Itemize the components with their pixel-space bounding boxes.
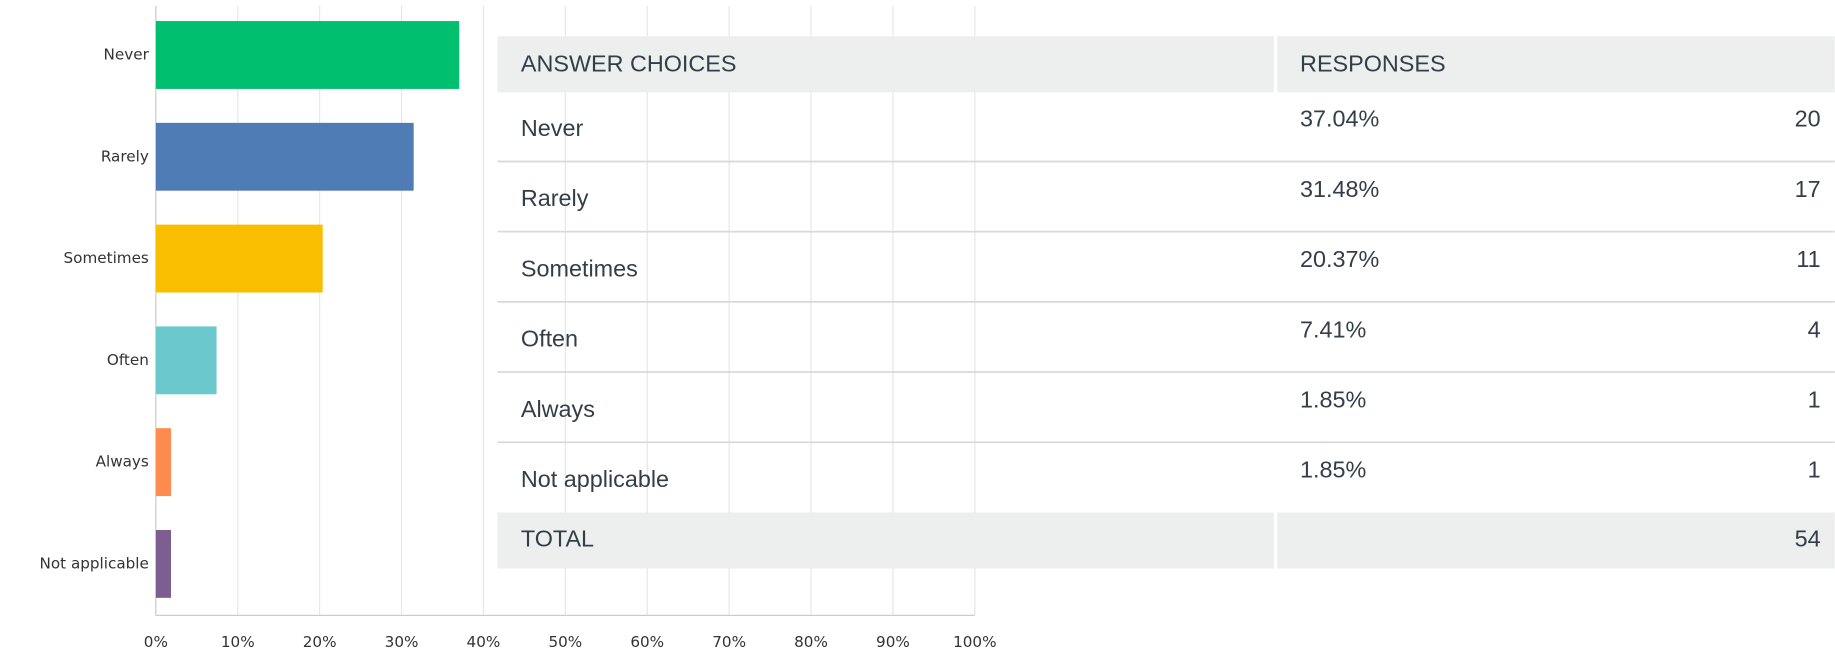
x-tick-label: 50% <box>548 633 582 651</box>
header-cell: ANSWER CHOICES <box>521 51 737 77</box>
total-label: TOTAL <box>521 526 594 552</box>
x-tick-label: 40% <box>467 633 501 651</box>
total-value: 54 <box>1795 526 1821 552</box>
choice-cell: Never <box>521 115 584 141</box>
percent-cell: 31.48% <box>1300 176 1379 202</box>
percent-cell: 20.37% <box>1300 246 1379 272</box>
choice-cell: Rarely <box>521 185 589 211</box>
total-row <box>497 512 1835 569</box>
choice-cell: Always <box>521 396 595 422</box>
bar <box>155 122 414 191</box>
bar <box>155 529 172 598</box>
x-tick-label: 60% <box>630 633 664 651</box>
header-cell: RESPONSES <box>1300 51 1446 77</box>
y-tick-label: Not applicable <box>40 554 149 572</box>
y-tick-label: Often <box>107 351 149 369</box>
percent-cell: 7.41% <box>1300 316 1366 342</box>
percent-cell: 1.85% <box>1300 386 1366 412</box>
percent-cell: 1.85% <box>1300 457 1366 483</box>
choice-cell: Often <box>521 326 578 352</box>
count-cell: 11 <box>1796 246 1820 272</box>
x-tick-label: 80% <box>794 633 828 651</box>
y-tick-label: Always <box>96 453 149 471</box>
choice-cell: Sometimes <box>521 255 638 281</box>
count-cell: 1 <box>1808 457 1821 483</box>
bar <box>155 428 172 497</box>
count-cell: 17 <box>1795 176 1821 202</box>
percent-cell: 37.04% <box>1300 106 1379 132</box>
bar <box>155 224 323 293</box>
bar <box>155 21 460 89</box>
choice-cell: Not applicable <box>521 466 669 492</box>
x-tick-label: 20% <box>303 633 337 651</box>
x-tick-label: 0% <box>144 633 168 651</box>
x-tick-label: 70% <box>712 633 746 651</box>
y-tick-label: Sometimes <box>64 249 149 267</box>
bar <box>155 326 217 395</box>
x-tick-label: 10% <box>221 633 255 651</box>
y-tick-label: Rarely <box>101 147 149 165</box>
x-tick-label: 90% <box>876 633 910 651</box>
count-cell: 4 <box>1808 316 1821 342</box>
count-cell: 20 <box>1795 106 1821 132</box>
y-tick-label: Never <box>104 45 150 63</box>
x-tick-label: 100% <box>953 633 996 651</box>
table-header <box>497 36 1835 93</box>
x-tick-label: 30% <box>385 633 419 651</box>
count-cell: 1 <box>1808 386 1821 412</box>
